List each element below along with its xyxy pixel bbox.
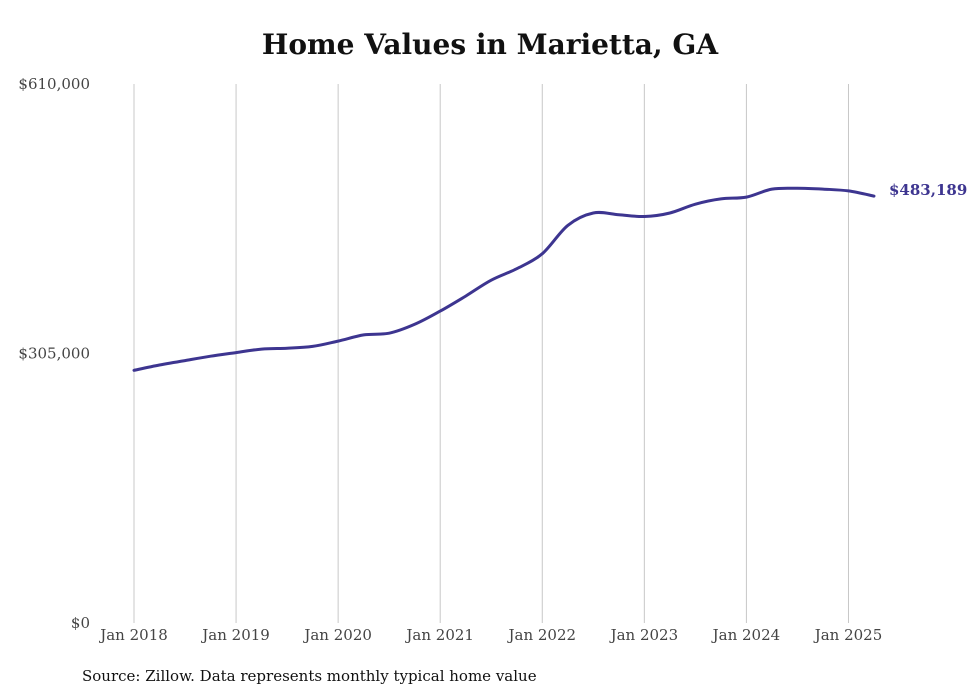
y-tick-label: $305,000 [18,345,90,363]
gridlines [133,84,849,623]
chart-source-note: Source: Zillow. Data represents monthly … [82,667,537,685]
chart-title: Home Values in Marietta, GA [261,28,719,61]
x-tick-label: Jan 2019 [200,626,270,644]
x-tick-label: Jan 2024 [711,626,781,644]
x-tick-label: Jan 2020 [302,626,372,644]
x-tick-label: Jan 2018 [98,626,168,644]
y-tick-label: $610,000 [18,75,90,93]
x-tick-label: Jan 2023 [609,626,679,644]
series-layer [132,186,876,372]
y-axis-ticks: $0 $305,000 $610,000 [18,75,90,632]
x-axis-ticks: Jan 2018 Jan 2019 Jan 2020 Jan 2021 Jan 2022… [98,626,882,644]
end-label-layer: $483,189 [889,181,967,199]
y-tick-label: $0 [71,614,90,632]
x-tick-label: Jan 2025 [813,626,883,644]
x-tick-label: Jan 2022 [506,626,576,644]
end-value-label: $483,189 [889,181,967,199]
x-tick-label: Jan 2021 [404,626,474,644]
series-line [132,186,876,372]
